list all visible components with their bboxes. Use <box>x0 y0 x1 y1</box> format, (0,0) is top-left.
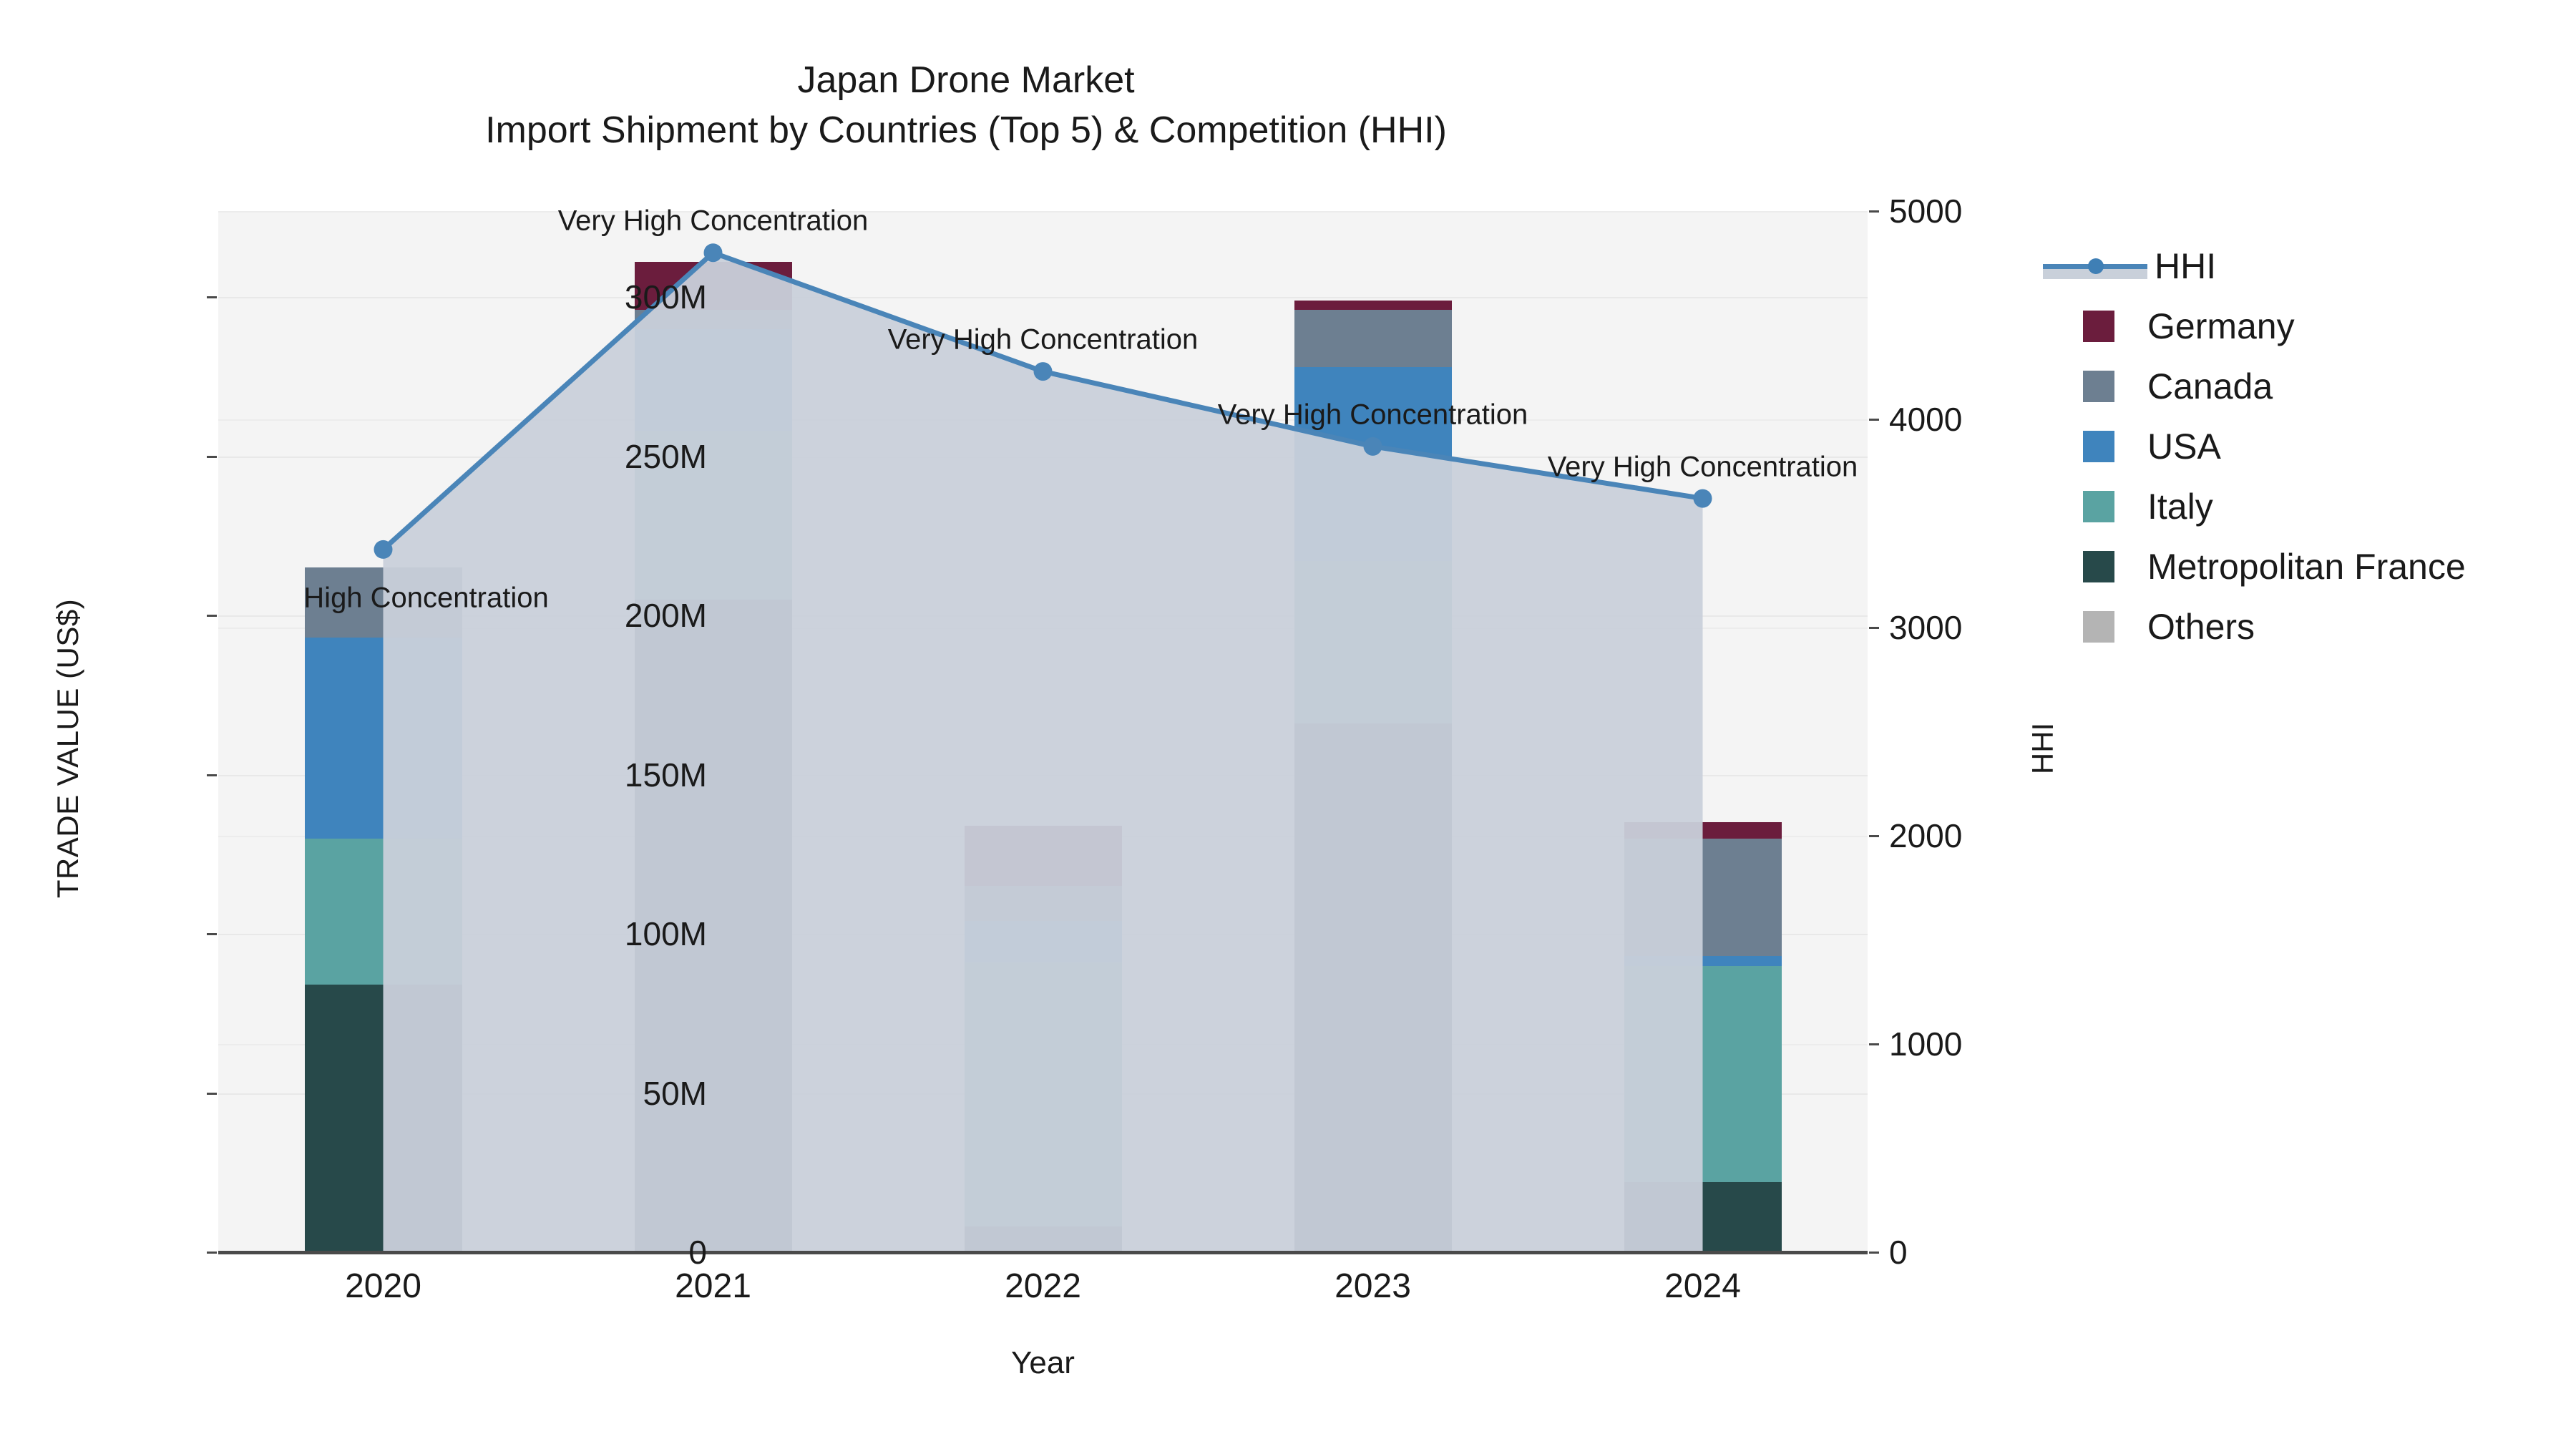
concentration-annotation: High Concentration <box>303 582 549 614</box>
y-axis-tick-mark <box>207 774 217 776</box>
hhi-marker[interactable] <box>1033 362 1053 381</box>
hhi-marker[interactable] <box>1363 436 1382 456</box>
y2-axis-tick-mark <box>1869 835 1879 837</box>
y-axis-tick-mark <box>207 1092 217 1095</box>
y-axis-tick-mark <box>207 1252 217 1254</box>
legend-item-hhi[interactable]: HHI <box>2043 236 2558 296</box>
legend-item-label: Others <box>2147 607 2255 647</box>
x-axis-tick-label: 2024 <box>1664 1267 1741 1305</box>
y2-axis-tick-label: 1000 <box>1889 1025 1963 1063</box>
legend-swatch-icon <box>2083 431 2114 462</box>
y-axis-tick-label: 200M <box>624 597 707 635</box>
y2-axis-tick-mark <box>1869 210 1879 213</box>
hhi-marker[interactable] <box>1693 489 1712 508</box>
hhi-area-fill <box>383 253 1703 1253</box>
y2-axis-tick-mark <box>1869 627 1879 629</box>
legend-item-label: Germany <box>2147 306 2295 346</box>
chart-title-line-1: Japan Drone Market <box>797 59 1135 101</box>
legend-swatch-icon <box>2083 371 2114 402</box>
y-axis-tick-label: 300M <box>624 278 707 316</box>
y-axis-tick-label: 100M <box>624 915 707 953</box>
y-axis-tick-label: 150M <box>624 756 707 794</box>
legend-swatch-icon <box>2083 611 2114 643</box>
legend-item-germany[interactable]: Germany <box>2043 296 2558 356</box>
concentration-annotation: Very High Concentration <box>1217 399 1528 431</box>
legend-item-metropolitan-france[interactable]: Metropolitan France <box>2043 537 2558 597</box>
legend-item-label: Canada <box>2147 366 2273 406</box>
legend-item-label: USA <box>2147 426 2221 467</box>
concentration-annotation: Very High Concentration <box>1547 451 1858 483</box>
y-axis-title: TRADE VALUE (US$) <box>51 598 84 899</box>
hhi-overlay <box>374 243 1712 1253</box>
chart-title-line-2: Import Shipment by Countries (Top 5) & C… <box>485 109 1447 151</box>
x-axis-title: Year <box>1011 1345 1075 1380</box>
y2-axis-tick-label: 0 <box>1889 1234 1908 1271</box>
concentration-annotation: Very High Concentration <box>887 323 1199 356</box>
y2-axis-tick-mark <box>1869 1252 1879 1254</box>
y-axis-tick-label: 0 <box>688 1234 707 1271</box>
y2-axis-tick-mark <box>1869 419 1879 421</box>
y2-axis-tick-label: 4000 <box>1889 401 1963 438</box>
hhi-marker[interactable] <box>703 243 723 263</box>
legend-swatch-icon <box>2083 551 2114 582</box>
legend-item-usa[interactable]: USA <box>2043 416 2558 477</box>
y2-axis-tick-label: 3000 <box>1889 609 1963 646</box>
y-axis-tick-mark <box>207 296 217 299</box>
bar-segment[interactable] <box>1294 309 1452 367</box>
y-axis-tick-label: 250M <box>624 437 707 475</box>
x-axis-tick-label: 2022 <box>1005 1267 1081 1305</box>
legend-item-italy[interactable]: Italy <box>2043 477 2558 537</box>
legend-item-others[interactable]: Others <box>2043 597 2558 657</box>
y-axis-tick-label: 50M <box>643 1074 707 1112</box>
legend-item-canada[interactable]: Canada <box>2043 356 2558 416</box>
y2-axis-tick-label: 5000 <box>1889 192 1963 230</box>
x-axis-tick-label: 2021 <box>675 1267 751 1305</box>
y-axis-tick-mark <box>207 455 217 458</box>
y2-axis-tick-label: 2000 <box>1889 817 1963 854</box>
hhi-marker[interactable] <box>374 540 393 559</box>
legend: HHI Germany Canada USA Italy Metropolitan Fra… <box>2043 236 2558 657</box>
y-axis-tick-mark <box>207 615 217 618</box>
y2-axis-tick-mark <box>1869 1043 1879 1045</box>
gridline-y2 <box>218 211 1868 213</box>
concentration-annotation: Very High Concentration <box>557 205 869 237</box>
x-axis-tick-label: 2020 <box>345 1267 421 1305</box>
x-axis-tick-label: 2023 <box>1335 1267 1411 1305</box>
chart-title: Japan Drone Market Import Shipment by Co… <box>0 56 1932 155</box>
legend-swatch-icon <box>2083 491 2114 522</box>
y-axis-tick-mark <box>207 933 217 936</box>
gridline-y <box>218 297 1868 299</box>
legend-line-key-icon <box>2043 250 2147 282</box>
y2-axis-title: HHI <box>2026 722 2059 775</box>
legend-item-label: Metropolitan France <box>2147 547 2466 587</box>
legend-item-label: HHI <box>2155 246 2217 286</box>
bar-segment[interactable] <box>1294 300 1452 310</box>
legend-swatch-icon <box>2083 311 2114 342</box>
x-axis-spine <box>218 1251 1868 1254</box>
legend-item-label: Italy <box>2147 487 2213 527</box>
hhi-markers <box>374 243 1712 559</box>
